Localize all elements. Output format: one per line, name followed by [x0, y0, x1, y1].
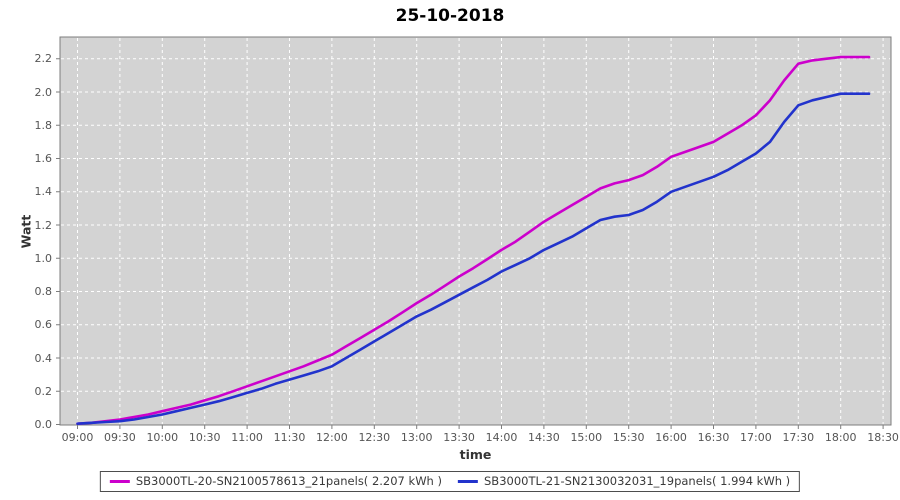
x-tick-label: 16:30: [697, 431, 730, 444]
x-tick-label: 15:30: [612, 431, 645, 444]
x-tick-label: 11:00: [231, 431, 263, 444]
x-tick-label: 13:00: [400, 431, 433, 444]
legend: SB3000TL-20-SN2100578613_21panels( 2.207…: [99, 471, 801, 492]
x-tick-label: 15:00: [570, 431, 603, 444]
y-tick-label: 0.0: [34, 418, 53, 431]
x-tick-label: 10:30: [188, 431, 221, 444]
y-tick-label: 0.6: [34, 318, 53, 332]
legend-label-series-1: SB3000TL-20-SN2100578613_21panels( 2.207…: [135, 474, 442, 488]
series-line-1: [76, 55, 871, 426]
y-tick-label: 1.0: [34, 251, 53, 265]
legend-item-sb3000tl-21: SB3000TL-21-SN2130032031_19panels( 1.994…: [458, 474, 790, 488]
x-axis-title: time: [459, 447, 492, 462]
y-tick-label: 1.6: [34, 152, 53, 165]
y-tick-label: 2.2: [34, 52, 53, 66]
y-tick-label: 0.8: [34, 285, 53, 298]
chart-title: 25-10-2018: [395, 6, 505, 26]
x-tick-label: 17:30: [782, 431, 815, 444]
x-tick-label: 14:30: [528, 431, 560, 444]
x-tick-label: 18:30: [867, 431, 899, 444]
y-tick-label: 1.2: [34, 218, 53, 232]
y-tick-label: 2.0: [34, 85, 53, 99]
x-tick-label: 09:30: [104, 431, 136, 444]
plot-area: [59, 36, 892, 426]
x-tick-label: 16:00: [655, 431, 687, 444]
y-tick-label: 0.4: [34, 351, 53, 365]
y-axis-title: Watt: [18, 214, 34, 249]
x-tick-label: 13:30: [443, 431, 475, 444]
series-2-line-swatch: [458, 479, 478, 483]
x-tick-label: 18:00: [824, 431, 857, 444]
series-1-line-swatch: [109, 479, 130, 483]
x-tick-label: 17:00: [740, 431, 772, 444]
series-line-2: [76, 92, 871, 426]
x-tick-label: 10:00: [146, 431, 179, 444]
x-tick-label: 12:30: [358, 431, 391, 444]
y-tick-label: 1.4: [34, 185, 53, 199]
x-tick-label: 12:00: [316, 431, 348, 444]
legend-label-series-2: SB3000TL-21-SN2130032031_19panels( 1.994…: [484, 474, 791, 488]
y-tick-label: 0.2: [34, 384, 53, 398]
x-tick-label: 14:00: [485, 431, 518, 444]
x-tick-label: 11:30: [273, 431, 306, 444]
x-tick-label: 09:00: [61, 431, 94, 444]
y-tick-label: 1.8: [34, 118, 53, 132]
legend-item-sb3000tl-20: SB3000TL-20-SN2100578613_21panels( 2.207…: [109, 474, 442, 488]
